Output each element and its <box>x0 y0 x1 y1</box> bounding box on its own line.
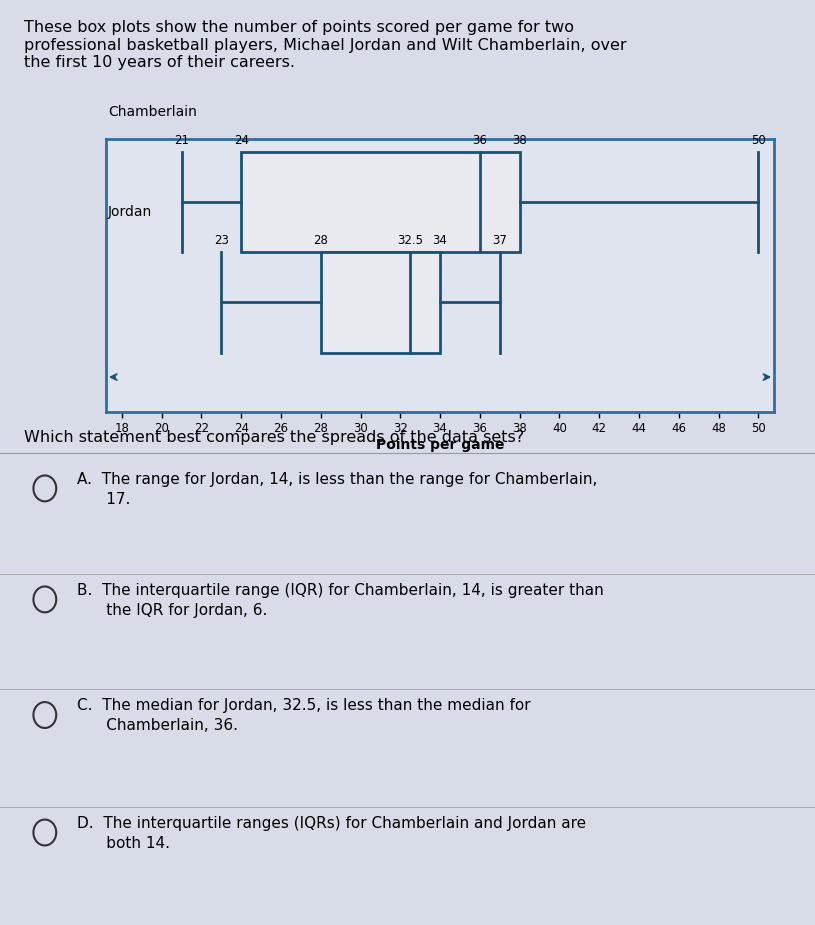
Text: 37: 37 <box>492 234 507 247</box>
Text: 32.5: 32.5 <box>397 234 423 247</box>
Text: 38: 38 <box>513 134 527 147</box>
Text: D.  The interquartile ranges (IQRs) for Chamberlain and Jordan are
      both 14: D. The interquartile ranges (IQRs) for C… <box>77 816 587 851</box>
Text: 34: 34 <box>433 234 447 247</box>
Text: C.  The median for Jordan, 32.5, is less than the median for
      Chamberlain, : C. The median for Jordan, 32.5, is less … <box>77 698 531 734</box>
Text: 50: 50 <box>751 134 766 147</box>
Text: 21: 21 <box>174 134 189 147</box>
Text: 23: 23 <box>214 234 229 247</box>
Text: Which statement best compares the spreads of the data sets?: Which statement best compares the spread… <box>24 430 525 445</box>
Bar <box>241 153 520 253</box>
Text: B.  The interquartile range (IQR) for Chamberlain, 14, is greater than
      the: B. The interquartile range (IQR) for Cha… <box>77 583 604 618</box>
Text: These box plots show the number of points scored per game for two
professional b: These box plots show the number of point… <box>24 20 627 70</box>
Text: Chamberlain: Chamberlain <box>108 105 196 119</box>
Text: 36: 36 <box>473 134 487 147</box>
Text: 28: 28 <box>313 234 328 247</box>
X-axis label: Points per game: Points per game <box>376 438 504 451</box>
Bar <box>321 253 440 352</box>
Text: Jordan: Jordan <box>108 205 152 219</box>
Text: A.  The range for Jordan, 14, is less than the range for Chamberlain,
      17.: A. The range for Jordan, 14, is less tha… <box>77 472 597 507</box>
Text: 24: 24 <box>234 134 249 147</box>
